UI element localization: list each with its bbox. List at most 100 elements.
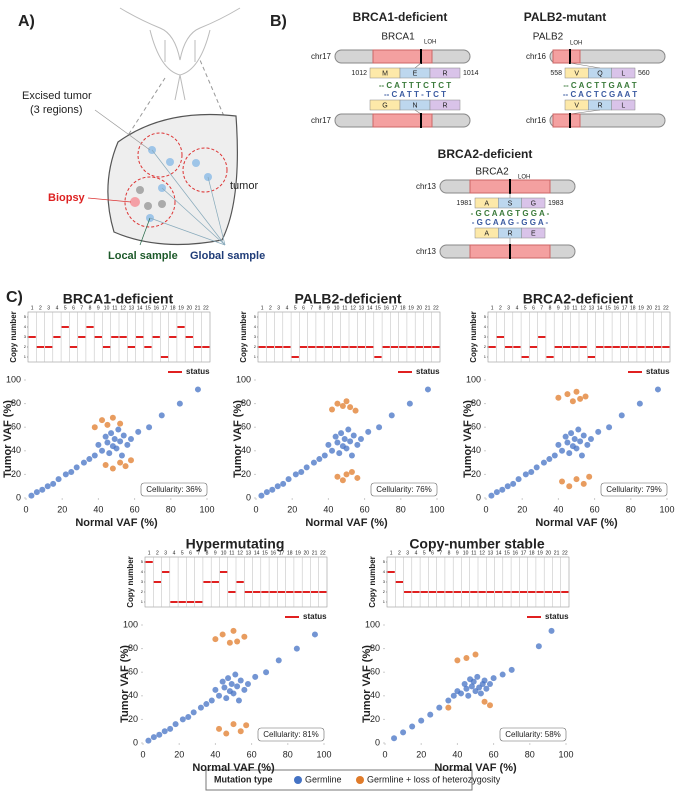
data-point	[146, 424, 153, 431]
x-tick-label: 20	[174, 749, 184, 759]
amino-acid: R	[442, 102, 447, 109]
tumor-label: tumor	[230, 180, 258, 192]
chromosome-label: 10	[564, 305, 570, 311]
data-point	[564, 439, 571, 446]
data-point	[237, 728, 244, 735]
data-point	[237, 677, 244, 684]
x-tick-label: 80	[283, 749, 293, 759]
copy-number-tick-label: 5	[484, 314, 487, 319]
data-point	[185, 714, 192, 721]
data-point	[124, 441, 131, 448]
panel-label: C)	[6, 289, 23, 306]
chromosome-label: 16	[383, 305, 389, 311]
data-point	[197, 704, 204, 711]
data-point	[569, 398, 576, 405]
chromosome-label: 13	[129, 305, 135, 311]
y-tick-label: 20	[471, 469, 481, 479]
data-point	[499, 671, 506, 678]
sequence-ref: - G C A A G T G G A -	[471, 209, 550, 218]
data-point	[145, 737, 152, 744]
data-point	[275, 657, 282, 664]
copy-number-tick-label: 2	[254, 344, 257, 349]
copy-number-tick-label: 5	[383, 559, 386, 564]
chromosome-label: 7	[310, 305, 313, 311]
y-tick-label: 0	[246, 492, 251, 502]
y-axis-title: Tumor VAF (%)	[119, 645, 131, 723]
codon-end: 1983	[548, 200, 564, 207]
chromosome-label: 11	[229, 550, 234, 556]
data-point	[117, 438, 124, 445]
amino-acid: G	[531, 200, 536, 207]
copy-number-ylabel: Copy number	[126, 556, 135, 608]
global-label: Global sample	[190, 250, 265, 262]
annotation-box	[140, 482, 208, 497]
x-tick-label: 0	[23, 504, 28, 514]
chart-title: Hypermutating	[186, 536, 285, 552]
data-point	[263, 669, 270, 676]
x-tick-label: 40	[210, 749, 220, 759]
chromosome-label: 21	[425, 305, 431, 311]
data-point	[212, 686, 219, 693]
data-point	[334, 473, 341, 480]
x-axis-title: Normal VAF (%)	[75, 517, 158, 529]
chart-title: PALB2-deficient	[294, 291, 401, 307]
sequence-ref: -- C A T T T C T C T	[379, 81, 451, 90]
data-point	[573, 476, 580, 483]
chromosome-label: 21	[312, 550, 318, 556]
data-point	[450, 692, 457, 699]
data-point	[95, 441, 102, 448]
chromosome-label: 9	[97, 305, 100, 311]
data-point	[474, 673, 481, 680]
chromosome-label: chr17	[311, 116, 332, 125]
copy-number-tick-label: 1	[24, 354, 27, 359]
data-point	[418, 717, 425, 724]
chromosome-label: 14	[496, 550, 502, 556]
data-point	[203, 701, 210, 708]
y-tick-label: 100	[123, 619, 138, 629]
annotation-box	[370, 482, 438, 497]
data-point	[571, 436, 578, 442]
data-point	[167, 725, 174, 732]
chromosome-label: 17	[279, 550, 285, 556]
x-tick-label: 0	[382, 749, 387, 759]
regions-label: (3 regions)	[30, 104, 83, 116]
chromosome-label: 4	[516, 305, 519, 311]
data-point	[454, 657, 461, 664]
chromosome-label: 12	[120, 305, 126, 311]
data-point	[194, 386, 201, 393]
data-point	[216, 692, 223, 699]
data-point	[357, 436, 364, 442]
data-point	[190, 709, 197, 716]
chart-title: BRCA2-deficient	[523, 291, 634, 307]
chromosome-label: 10	[463, 550, 469, 556]
x-tick-label: 80	[525, 749, 535, 759]
chromosome-label: 4	[56, 305, 59, 311]
data-point	[226, 639, 233, 646]
data-point	[339, 402, 346, 409]
chromosome-label: 1	[148, 550, 151, 556]
data-point	[376, 424, 383, 431]
data-point	[109, 414, 116, 421]
y-tick-label: 100	[6, 374, 21, 384]
y-axis-title: Tumor VAF (%)	[462, 400, 474, 478]
chromosome-label: 15	[375, 305, 381, 311]
data-point	[470, 678, 477, 685]
amino-acid: R	[597, 102, 602, 109]
data-point	[587, 436, 594, 442]
chromosome-label: 9	[557, 305, 560, 311]
amino-acid: V	[574, 102, 579, 109]
chromosome-label: 1	[390, 550, 393, 556]
copy-number-tick-label: 3	[484, 334, 487, 339]
chromosome-label: 19	[408, 305, 414, 311]
chromosome-label: 17	[162, 305, 168, 311]
annotation-box	[600, 482, 668, 497]
x-tick-label: 100	[316, 749, 331, 759]
codon-start: 558	[550, 70, 562, 77]
amino-acid: M	[382, 70, 388, 77]
y-tick-label: 60	[11, 422, 21, 432]
data-point	[436, 704, 443, 711]
y-tick-label: 40	[128, 690, 138, 700]
chromosome-label: 18	[630, 305, 636, 311]
biopsy-label: Biopsy	[48, 192, 86, 204]
legend-swatch	[294, 776, 302, 784]
